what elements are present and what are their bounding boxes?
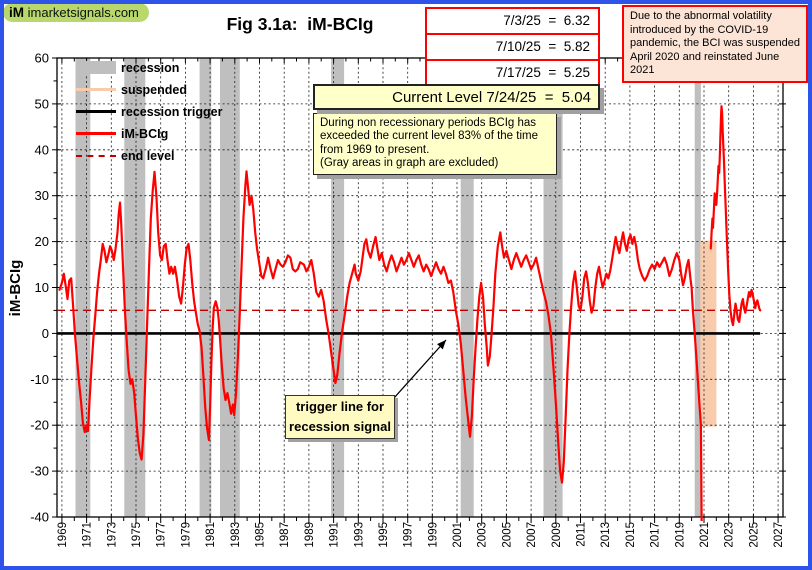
- x-axis-label: 1977: [156, 522, 168, 548]
- site-logo: iM imarketsignals.com: [3, 3, 149, 22]
- trigger-annotation-line: trigger line for: [295, 399, 385, 414]
- y-axis-label: 30: [35, 188, 49, 203]
- logo-im-mark: iM: [9, 5, 24, 20]
- x-axis-label: 2007: [526, 522, 538, 548]
- trigger-swatch: [76, 110, 116, 113]
- y-axis-title: iM-BCIg: [7, 260, 24, 317]
- current-level-box: Current Level 7/24/25 = 5.04: [313, 84, 600, 110]
- x-axis-label: 1969: [57, 522, 69, 548]
- x-axis-label: 1981: [205, 522, 217, 548]
- legend-item-trigger: recession trigger: [76, 104, 223, 119]
- legend-label: suspended: [121, 82, 187, 97]
- gridlines: [57, 58, 783, 517]
- x-axis-label: 1999: [427, 522, 439, 548]
- suspended-swatch: [76, 88, 116, 91]
- y-axis-label: 50: [35, 96, 49, 111]
- legend-label: end level: [121, 148, 175, 163]
- annotation-arrow: [393, 339, 447, 399]
- bcig-swatch: [76, 132, 116, 135]
- plot-border: [56, 57, 784, 518]
- readout-row: 7/10/25 = 5.82: [427, 33, 598, 59]
- x-axis-label: 2021: [699, 522, 711, 548]
- y-axis-label: 10: [35, 280, 49, 295]
- y-axis-label: -10: [30, 372, 49, 387]
- legend-label: recession trigger: [121, 104, 223, 119]
- x-axis-label: 2019: [674, 522, 686, 548]
- x-axis-label: 2001: [452, 522, 464, 548]
- x-axis-label: 2023: [724, 522, 736, 548]
- x-axis-label: 2009: [551, 522, 563, 548]
- y-axis-label: 0: [42, 326, 49, 341]
- x-axis-label: 1993: [353, 522, 365, 548]
- recession-swatch: [76, 61, 116, 74]
- legend-item-endlevel: end level: [76, 148, 222, 163]
- note-line: from 1969 to present.: [320, 143, 430, 156]
- x-axis-label: 2011: [576, 522, 588, 547]
- x-axis-label: 1983: [230, 522, 242, 548]
- covid-line: introduced by the COVID-19: [630, 23, 769, 36]
- x-axis-label: 1989: [304, 522, 316, 548]
- x-axis-label: 2013: [600, 522, 612, 548]
- covid-suspension-note: Due to the abnormal volatility introduce…: [622, 5, 808, 83]
- bcig-line: [58, 170, 703, 521]
- covid-line: pandemic, the BCI was suspended: [630, 37, 800, 49]
- legend-label: recession: [121, 60, 180, 75]
- y-axis-label: 40: [35, 142, 49, 157]
- covid-line: Due to the abnormal volatility: [630, 10, 772, 22]
- legend-item-recession: recession: [76, 60, 222, 75]
- legend-label: iM-BCIg: [121, 126, 169, 141]
- x-axis-label: 1991: [329, 522, 341, 548]
- page-title: Fig 3.1a: iM-BCIg: [226, 14, 374, 34]
- y-axis-labels: -40 -30 -20 -10 0 10 20 30 40 50 60: [30, 51, 49, 525]
- legend-item-suspended: suspended: [76, 82, 222, 97]
- x-axis-label: 1975: [131, 522, 143, 548]
- recession-band: [124, 58, 146, 517]
- bcig-series: [58, 105, 762, 521]
- x-axis-label: 2003: [477, 522, 489, 548]
- readout-row: 7/3/25 = 6.32: [503, 13, 590, 28]
- covid-line: April 2020 and reinstated June 2021: [630, 50, 780, 77]
- x-axis-label: 1987: [279, 522, 291, 548]
- weekly-readout-table: 7/3/25 = 6.32 7/10/25 = 5.82 7/17/25 = 5.2…: [425, 7, 600, 87]
- statistics-note-box: During non recessionary periods BCIg has…: [313, 113, 557, 175]
- note-line: (Gray areas in graph are excluded): [320, 157, 499, 170]
- y-axis-label: 20: [35, 234, 49, 249]
- x-axis-labels: 1969 1971 1973 1975 1977 1979 1981 1983 1985 1987…: [57, 522, 785, 548]
- x-axis-label: 1973: [106, 522, 118, 548]
- trigger-annotation-line: recession signal: [289, 419, 391, 434]
- y-axis-label: -40: [30, 510, 49, 525]
- trigger-annotation-box: trigger line for recession signal: [285, 395, 395, 439]
- x-axis-label: 2015: [625, 522, 637, 548]
- y-axis-label: -30: [30, 464, 49, 479]
- note-line: During non recessionary periods BCIg has: [320, 117, 537, 129]
- chart-legend: recession suspended recession trigger iM-BC…: [76, 61, 222, 171]
- readout-row: 7/17/25 = 5.25: [427, 59, 598, 85]
- x-axis-label: 1995: [378, 522, 390, 548]
- note-line: exceeded the current level 83% of the ti…: [320, 130, 538, 143]
- x-axis-label: 1971: [82, 522, 94, 548]
- endlevel-swatch: [76, 154, 116, 157]
- legend-item-bcig: iM-BCIg: [76, 126, 222, 141]
- x-axis-label: 1997: [403, 522, 415, 548]
- recession-band: [75, 58, 91, 517]
- y-axis-label: 60: [35, 51, 49, 66]
- x-axis-label: 2027: [773, 522, 785, 548]
- x-axis-label: 2025: [748, 522, 760, 548]
- y-axis-label: -20: [30, 418, 49, 433]
- x-axis-label: 2005: [501, 522, 513, 548]
- logo-domain: imarketsignals.com: [27, 5, 139, 20]
- x-axis-label: 1985: [254, 522, 266, 548]
- x-axis-label: 2017: [650, 522, 662, 548]
- bcig-line: [709, 105, 762, 327]
- x-axis-label: 1979: [180, 522, 192, 548]
